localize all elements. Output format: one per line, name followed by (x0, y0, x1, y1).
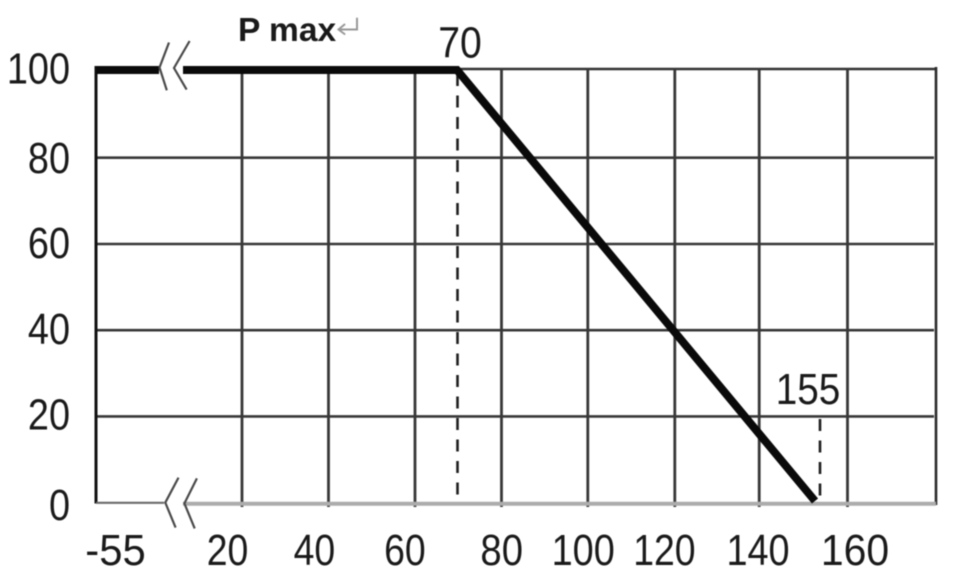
svg-text:60: 60 (384, 525, 426, 575)
svg-text:155: 155 (776, 363, 841, 413)
svg-text:40: 40 (28, 305, 70, 354)
svg-text:40: 40 (294, 525, 336, 575)
svg-text:100: 100 (552, 525, 615, 574)
svg-text:80: 80 (480, 526, 523, 575)
svg-text:60: 60 (28, 219, 70, 268)
svg-text:80: 80 (28, 133, 70, 182)
svg-text:70: 70 (438, 17, 482, 67)
svg-text:120: 120 (633, 525, 695, 575)
svg-text:140: 140 (726, 525, 789, 574)
svg-text:20: 20 (28, 390, 70, 439)
svg-text:P max: P max (238, 12, 336, 49)
svg-text:160: 160 (821, 527, 889, 576)
svg-text:100: 100 (7, 44, 70, 93)
svg-text:20: 20 (207, 525, 249, 575)
svg-text:0: 0 (49, 480, 70, 529)
svg-text:-55: -55 (85, 526, 145, 575)
